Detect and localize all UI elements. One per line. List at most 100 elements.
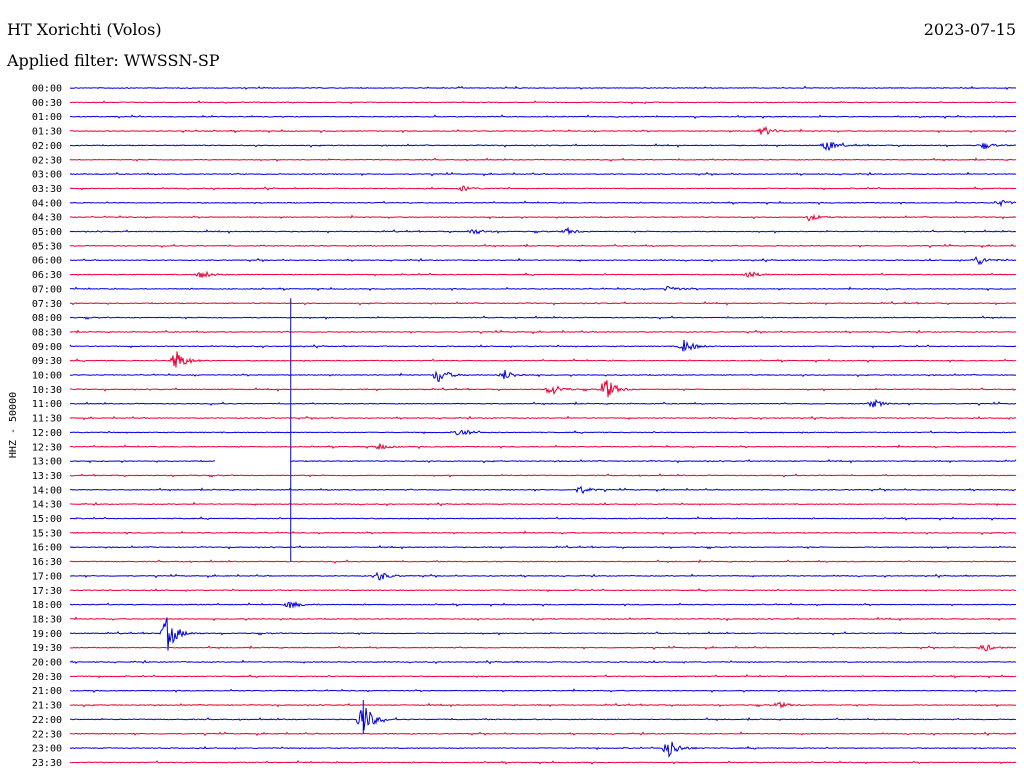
time-label-0930: 09:30 [32, 356, 62, 367]
trace-1530 [69, 530, 1017, 536]
trace-0330 [69, 185, 1017, 192]
time-label-2000: 20:00 [32, 658, 62, 669]
trace-0430 [69, 213, 1017, 222]
time-label-1730: 17:30 [32, 586, 62, 597]
time-label-0500: 05:00 [32, 227, 62, 238]
trace-2300 [69, 741, 1016, 759]
time-label-0100: 01:00 [32, 112, 62, 123]
trace-1600 [69, 544, 1017, 550]
trace-2000 [69, 659, 1017, 665]
date-label: 2023-07-15 [923, 20, 1016, 39]
time-label-0200: 02:00 [32, 141, 62, 152]
trace-0230 [69, 157, 1017, 163]
time-label-0300: 03:00 [32, 170, 62, 181]
trace-1930 [69, 644, 1017, 652]
trace-1500 [69, 516, 1017, 521]
time-label-2130: 21:30 [32, 701, 62, 712]
time-label-1030: 10:30 [32, 385, 62, 396]
trace-1200 [69, 429, 1017, 436]
trace-1830 [69, 616, 1017, 622]
trace-1900 [69, 617, 1017, 651]
time-label-1130: 11:30 [32, 414, 62, 425]
trace-2130 [69, 701, 1017, 710]
time-label-0800: 08:00 [32, 313, 62, 324]
trace-0200 [69, 141, 1017, 152]
time-label-1430: 14:30 [32, 500, 62, 511]
time-label-2200: 22:00 [32, 715, 62, 726]
trace-0600 [69, 256, 1017, 266]
time-labels: 00:00 00:30 01:00 01:30 02:00 02:30 03:00 03:30… [32, 84, 62, 769]
trace-1700 [69, 571, 1017, 581]
trace-1330 [69, 473, 1017, 478]
trace-1800 [69, 600, 1017, 609]
trace-0400 [69, 199, 1017, 208]
trace-0930 [69, 351, 1017, 368]
traces [69, 85, 1017, 765]
time-label-1700: 17:00 [32, 571, 62, 582]
trace-1630 [69, 559, 1017, 564]
time-label-1500: 15:00 [32, 514, 62, 525]
trace-0130 [69, 125, 1017, 136]
time-label-0400: 04:00 [32, 198, 62, 209]
time-label-1930: 19:30 [32, 643, 62, 654]
trace-2100 [69, 688, 1017, 694]
trace-1130 [69, 415, 1017, 421]
time-label-1900: 19:00 [32, 629, 62, 640]
trace-2230 [69, 731, 1017, 737]
trace-0630 [69, 270, 1017, 278]
time-label-1100: 11:00 [32, 399, 62, 410]
trace-0830 [69, 329, 1017, 335]
time-label-0630: 06:30 [32, 270, 62, 281]
trace-1000 [69, 369, 1017, 383]
trace-0000 [69, 85, 1017, 90]
time-label-1830: 18:30 [32, 614, 62, 625]
time-label-0030: 00:30 [32, 98, 62, 109]
trace-0530 [69, 243, 1017, 249]
time-label-1400: 14:00 [32, 485, 62, 496]
filter-label: Applied filter: WWSSN-SP [7, 51, 220, 70]
trace-0700 [69, 286, 1017, 292]
trace-2200 [69, 707, 1017, 731]
trace-1730 [69, 588, 1017, 593]
trace-2330 [69, 760, 1017, 765]
trace-1100 [69, 398, 1017, 408]
trace-1030 [69, 380, 1017, 398]
time-label-1330: 13:30 [32, 471, 62, 482]
time-label-2100: 21:00 [32, 686, 62, 697]
time-label-0900: 09:00 [32, 342, 62, 353]
trace-2030 [69, 673, 1017, 679]
time-label-0530: 05:30 [32, 241, 62, 252]
time-label-1530: 15:30 [32, 528, 62, 539]
time-label-0000: 00:00 [32, 84, 62, 95]
time-label-1200: 12:00 [32, 428, 62, 439]
time-label-0730: 07:30 [32, 299, 62, 310]
time-label-1630: 16:30 [32, 557, 62, 568]
trace-1430 [69, 501, 1017, 507]
trace-0100 [69, 114, 1017, 120]
time-label-0130: 01:30 [32, 127, 62, 138]
time-label-1300: 13:00 [32, 457, 62, 468]
station-title: HT Xorichti (Volos) [7, 20, 162, 39]
trace-1400 [69, 485, 1017, 495]
trace-0730 [69, 300, 1017, 306]
time-label-1800: 18:00 [32, 600, 62, 611]
time-label-1000: 10:00 [32, 371, 62, 382]
trace-0800 [69, 315, 1017, 320]
time-label-0700: 07:00 [32, 284, 62, 295]
time-label-0430: 04:30 [32, 213, 62, 224]
time-label-2230: 22:30 [32, 729, 62, 740]
time-label-0330: 03:30 [32, 184, 62, 195]
trace-0900 [69, 340, 1017, 352]
time-label-1600: 16:00 [32, 543, 62, 554]
trace-0030 [69, 100, 1017, 105]
channel-label: HHZ - 50000 [8, 392, 19, 458]
time-label-0600: 06:00 [32, 256, 62, 267]
time-label-1230: 12:30 [32, 442, 62, 453]
trace-0300 [69, 171, 1017, 177]
trace-1300 [69, 458, 1017, 464]
time-label-2300: 23:00 [32, 744, 62, 755]
trace-1230 [69, 443, 1017, 450]
time-label-2030: 20:30 [32, 672, 62, 683]
time-label-2330: 23:30 [32, 758, 62, 769]
